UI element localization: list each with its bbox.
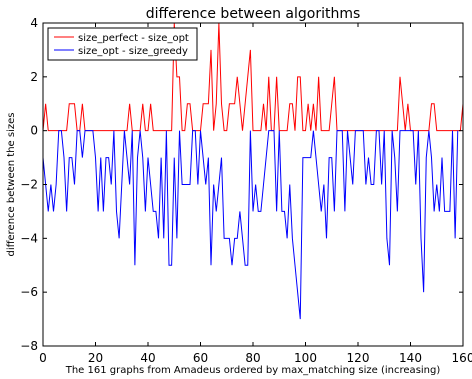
series-layer <box>42 22 464 320</box>
series-line-0 <box>42 22 464 132</box>
y-tick-label: −2 <box>20 178 38 192</box>
x-tick-label: 120 <box>347 351 370 365</box>
x-tick-label: 60 <box>193 351 208 365</box>
legend-label-perfect-opt: size_perfect - size_opt <box>78 33 189 44</box>
x-tick-label: 140 <box>399 351 422 365</box>
x-tick-label: 40 <box>140 351 155 365</box>
y-tick-label: −8 <box>20 339 38 353</box>
y-tick-label: 0 <box>30 124 38 138</box>
legend-box <box>47 27 198 61</box>
y-tick-label: 2 <box>30 70 38 84</box>
ticks-layer: 0 20 40 60 80 100 120 140 160 −8 −6 −4 −2 0 2 4 <box>20 16 472 365</box>
x-tick-label: 20 <box>88 351 103 365</box>
legend: size_perfect - size_opt size_opt - size_… <box>47 27 198 61</box>
y-tick-label: 4 <box>30 16 38 30</box>
x-tick-label: 100 <box>294 351 317 365</box>
y-axis-title: difference between the sizes <box>6 113 17 257</box>
series-line-1 <box>42 130 459 320</box>
y-tick-label: −4 <box>20 231 38 245</box>
y-tick-label: −6 <box>20 285 38 299</box>
x-tick-label: 80 <box>245 351 260 365</box>
x-tick-label: 0 <box>39 351 47 365</box>
x-tick-label: 160 <box>452 351 472 365</box>
x-axis-title: The 161 graphs from Amadeus ordered by m… <box>65 365 441 376</box>
chart-title: difference between algorithms <box>146 6 361 22</box>
legend-label-opt-greedy: size_opt - size_greedy <box>78 46 188 57</box>
